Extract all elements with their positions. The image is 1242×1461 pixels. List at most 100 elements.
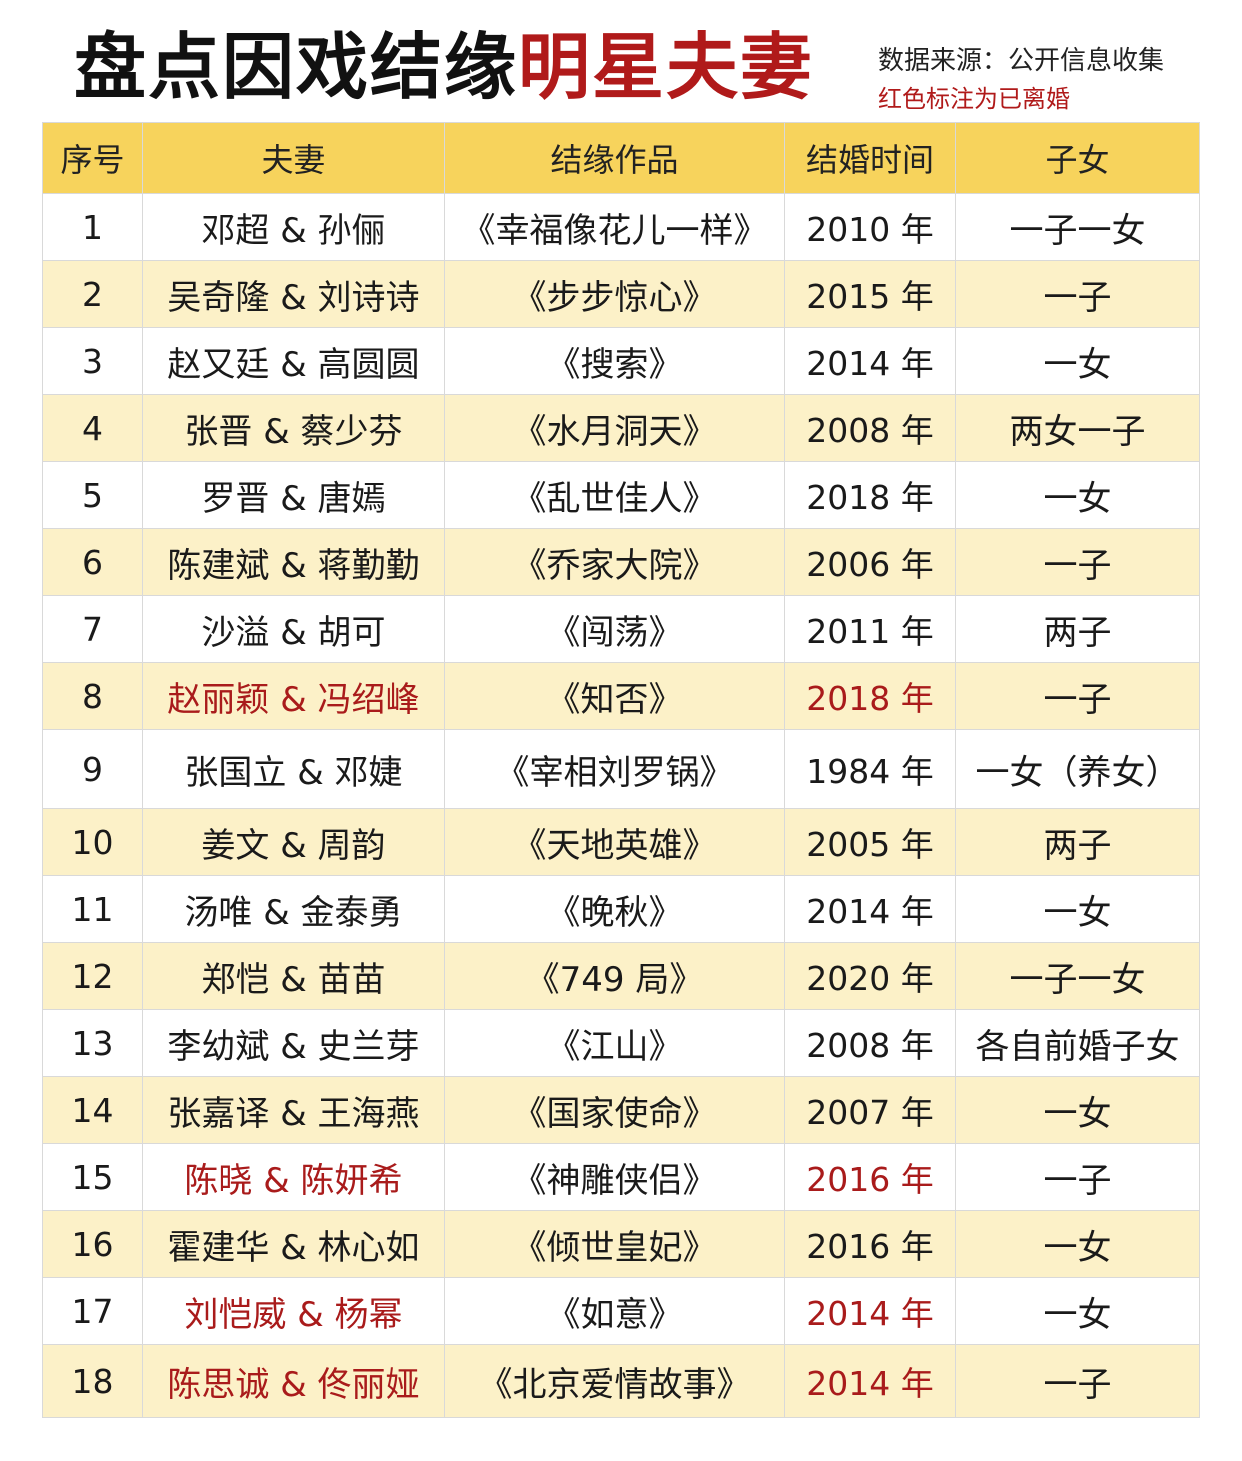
cell-number: 3 xyxy=(42,327,143,395)
cell-children: 两女一子 xyxy=(955,394,1200,462)
cell-work: 《晚秋》 xyxy=(444,875,785,943)
column-header-children: 子女 xyxy=(955,122,1200,194)
table-row: 16 霍建华 & 林心如 《倾世皇妃》 2016 年一女 xyxy=(42,1210,1200,1278)
cell-number: 1 xyxy=(42,193,143,261)
cell-number: 6 xyxy=(42,528,143,596)
cell-number: 11 xyxy=(42,875,143,943)
cell-couple: 李幼斌 & 史兰芽 xyxy=(142,1009,445,1077)
cell-couple: 张晋 & 蔡少芬 xyxy=(142,394,445,462)
table-row: 14 张嘉译 & 王海燕 《国家使命》 2007 年一女 xyxy=(42,1076,1200,1144)
cell-work: 《如意》 xyxy=(444,1277,785,1345)
cell-work: 《水月洞天》 xyxy=(444,394,785,462)
title-red-part: 明星夫妻 xyxy=(518,25,815,109)
cell-couple: 郑恺 & 苗苗 xyxy=(142,942,445,1010)
table-body: 1 邓超 & 孙俪 《幸福像花儿一样》 2010 年一子一女 2 吴奇隆 & 刘诗诗 《步步… xyxy=(42,193,1200,1418)
header-notes: 数据来源：公开信息收集 红色标注为已离婚 xyxy=(878,42,1164,118)
cell-children: 一子 xyxy=(955,1143,1200,1211)
cell-number: 12 xyxy=(42,942,143,1010)
cell-children: 一子 xyxy=(955,662,1200,730)
table-row: 1 邓超 & 孙俪 《幸福像花儿一样》 2010 年一子一女 xyxy=(42,193,1200,261)
cell-children: 各自前婚子女 xyxy=(955,1009,1200,1077)
table-row: 18 陈思诚 & 佟丽娅 《北京爱情故事》 2014 年一子 xyxy=(42,1344,1200,1418)
cell-couple: 沙溢 & 胡可 xyxy=(142,595,445,663)
cell-number: 7 xyxy=(42,595,143,663)
cell-work: 《宰相刘罗锅》 xyxy=(444,729,785,809)
cell-year: 2016 年 xyxy=(784,1210,956,1278)
cell-work: 《知否》 xyxy=(444,662,785,730)
cell-work: 《乱世佳人》 xyxy=(444,461,785,529)
column-header-number: 序号 xyxy=(42,122,143,194)
column-header-work: 结缘作品 xyxy=(444,122,785,194)
cell-year: 2018 年 xyxy=(784,662,956,730)
cell-work: 《江山》 xyxy=(444,1009,785,1077)
cell-number: 16 xyxy=(42,1210,143,1278)
cell-children: 一女 xyxy=(955,1210,1200,1278)
table-row: 3 赵又廷 & 高圆圆 《搜索》 2014 年一女 xyxy=(42,327,1200,395)
cell-children: 两子 xyxy=(955,595,1200,663)
cell-work: 《749 局》 xyxy=(444,942,785,1010)
table-row: 2 吴奇隆 & 刘诗诗 《步步惊心》 2015 年一子 xyxy=(42,260,1200,328)
cell-year: 2014 年 xyxy=(784,875,956,943)
cell-number: 13 xyxy=(42,1009,143,1077)
table-row: 10 姜文 & 周韵 《天地英雄》 2005 年两子 xyxy=(42,808,1200,876)
cell-work: 《幸福像花儿一样》 xyxy=(444,193,785,261)
cell-couple: 汤唯 & 金泰勇 xyxy=(142,875,445,943)
cell-work: 《步步惊心》 xyxy=(444,260,785,328)
table-row: 13 李幼斌 & 史兰芽 《江山》 2008 年各自前婚子女 xyxy=(42,1009,1200,1077)
cell-year: 2010 年 xyxy=(784,193,956,261)
cell-children: 一子 xyxy=(955,1344,1200,1418)
cell-year: 2006 年 xyxy=(784,528,956,596)
cell-children: 一子一女 xyxy=(955,942,1200,1010)
data-source-note: 数据来源：公开信息收集 xyxy=(878,46,1165,76)
cell-year: 2014 年 xyxy=(784,1344,956,1418)
table-row: 12 郑恺 & 苗苗 《749 局》 2020 年一子一女 xyxy=(42,942,1200,1010)
cell-work: 《乔家大院》 xyxy=(444,528,785,596)
page-title: 盘点因戏结缘明星夫妻 xyxy=(74,22,814,112)
cell-couple: 赵又廷 & 高圆圆 xyxy=(142,327,445,395)
cell-number: 10 xyxy=(42,808,143,876)
cell-year: 2015 年 xyxy=(784,260,956,328)
cell-children: 一女 xyxy=(955,875,1200,943)
cell-couple: 陈建斌 & 蒋勤勤 xyxy=(142,528,445,596)
cell-couple: 陈晓 & 陈妍希 xyxy=(142,1143,445,1211)
cell-work: 《北京爱情故事》 xyxy=(444,1344,785,1418)
couples-table: 序号 夫妻 结缘作品 结婚时间 子女 1 邓超 & 孙俪 《幸福像花儿一样》 2010… xyxy=(42,122,1200,1418)
page-header: 盘点因戏结缘明星夫妻 数据来源：公开信息收集 红色标注为已离婚 xyxy=(0,0,1242,122)
cell-number: 9 xyxy=(42,729,143,809)
cell-couple: 陈思诚 & 佟丽娅 xyxy=(142,1344,445,1418)
cell-couple: 邓超 & 孙俪 xyxy=(142,193,445,261)
cell-year: 2008 年 xyxy=(784,1009,956,1077)
cell-couple: 刘恺威 & 杨幂 xyxy=(142,1277,445,1345)
cell-children: 一女 xyxy=(955,1076,1200,1144)
cell-couple: 赵丽颖 & 冯绍峰 xyxy=(142,662,445,730)
cell-children: 两子 xyxy=(955,808,1200,876)
cell-work: 《天地英雄》 xyxy=(444,808,785,876)
cell-children: 一子 xyxy=(955,528,1200,596)
cell-couple: 罗晋 & 唐嫣 xyxy=(142,461,445,529)
cell-couple: 张嘉译 & 王海燕 xyxy=(142,1076,445,1144)
table-header-row: 序号 夫妻 结缘作品 结婚时间 子女 xyxy=(42,122,1200,194)
column-header-year: 结婚时间 xyxy=(784,122,956,194)
cell-children: 一女（养女） xyxy=(955,729,1200,809)
cell-number: 18 xyxy=(42,1344,143,1418)
cell-year: 2005 年 xyxy=(784,808,956,876)
table-row: 17 刘恺威 & 杨幂 《如意》 2014 年一女 xyxy=(42,1277,1200,1345)
cell-number: 5 xyxy=(42,461,143,529)
cell-children: 一女 xyxy=(955,1277,1200,1345)
cell-year: 2018 年 xyxy=(784,461,956,529)
cell-children: 一女 xyxy=(955,461,1200,529)
cell-couple: 霍建华 & 林心如 xyxy=(142,1210,445,1278)
cell-children: 一子 xyxy=(955,260,1200,328)
cell-number: 17 xyxy=(42,1277,143,1345)
cell-work: 《国家使命》 xyxy=(444,1076,785,1144)
cell-year: 2016 年 xyxy=(784,1143,956,1211)
cell-couple: 张国立 & 邓婕 xyxy=(142,729,445,809)
column-header-couple: 夫妻 xyxy=(142,122,445,194)
cell-year: 1984 年 xyxy=(784,729,956,809)
table-row: 4 张晋 & 蔡少芬 《水月洞天》 2008 年两女一子 xyxy=(42,394,1200,462)
cell-year: 2014 年 xyxy=(784,327,956,395)
table-row: 8 赵丽颖 & 冯绍峰 《知否》 2018 年一子 xyxy=(42,662,1200,730)
table-row: 11 汤唯 & 金泰勇 《晚秋》 2014 年一女 xyxy=(42,875,1200,943)
table-row: 5 罗晋 & 唐嫣 《乱世佳人》 2018 年一女 xyxy=(42,461,1200,529)
title-black-part: 盘点因戏结缘 xyxy=(74,25,519,109)
